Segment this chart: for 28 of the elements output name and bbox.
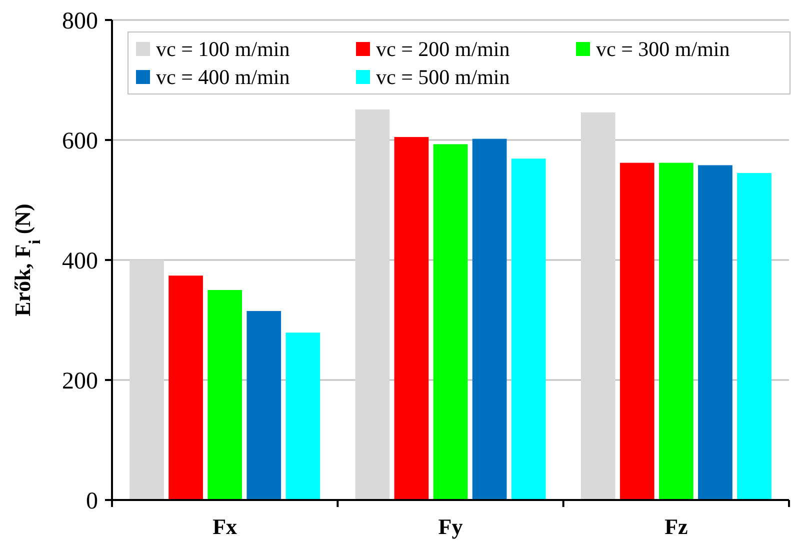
y-tick-label: 600: [62, 128, 98, 154]
bar: [168, 276, 203, 500]
legend-label: vc = 100 m/min: [156, 37, 290, 61]
legend-label: vc = 500 m/min: [376, 65, 510, 89]
bar: [658, 162, 694, 500]
legend-label: vc = 200 m/min: [376, 37, 510, 61]
legend-label: vc = 400 m/min: [156, 65, 290, 89]
bar: [130, 260, 164, 500]
x-tick-label: Fz: [664, 514, 688, 539]
bar: [286, 332, 320, 500]
bar: [208, 290, 242, 500]
x-tick-label: Fy: [438, 514, 463, 539]
bar: [355, 109, 390, 500]
y-tick-label: 800: [62, 8, 98, 34]
bar: [433, 144, 468, 500]
x-tick-label: Fx: [212, 514, 238, 539]
y-tick-label: 400: [62, 248, 98, 274]
bar: [698, 165, 732, 500]
bar: [246, 311, 282, 500]
y-tick-label: 0: [86, 488, 98, 514]
bar: [737, 173, 772, 500]
bar: [620, 162, 654, 500]
y-tick-label: 200: [62, 368, 98, 394]
bar: [580, 112, 616, 500]
legend-label: vc = 300 m/min: [596, 37, 730, 61]
bar: [472, 138, 507, 500]
bar: [511, 158, 546, 500]
bar: [394, 137, 429, 500]
